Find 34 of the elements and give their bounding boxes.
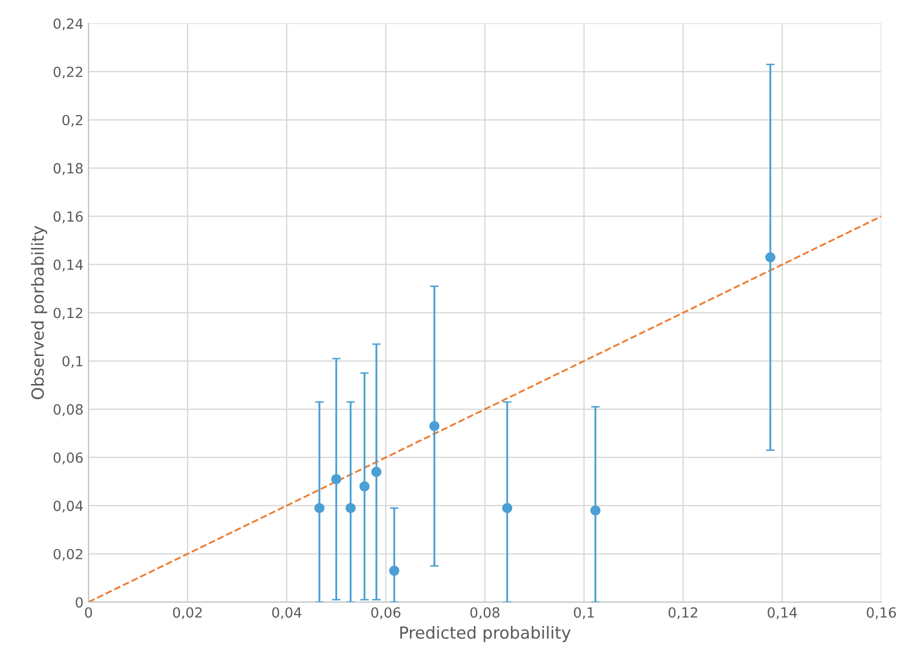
point	[429, 420, 440, 432]
x-tick-label: 0,04	[272, 607, 302, 620]
y-tick-label: 0	[76, 597, 83, 608]
x-axis-title: Predicted probability	[400, 626, 571, 642]
x-tick-label: 0,12	[668, 607, 698, 620]
point	[359, 481, 370, 492]
y-tick-label: 0,04	[54, 500, 83, 513]
point	[331, 474, 342, 484]
point	[371, 466, 382, 477]
point	[590, 505, 600, 516]
y-tick-label: 0,02	[54, 548, 82, 561]
y-tick-label: 0,06	[54, 452, 83, 464]
point	[346, 502, 356, 514]
point	[314, 502, 324, 514]
y-tick-label: 0,1	[62, 356, 82, 368]
y-tick-label: 0,22	[54, 66, 82, 79]
x-tick-label: 0,1	[574, 607, 594, 620]
x-tick-label: 0,16	[866, 607, 896, 620]
y-tick-label: 0,12	[54, 308, 82, 320]
point	[502, 502, 512, 514]
y-tick-label: 0,24	[54, 18, 83, 30]
y-tick-label: 0,08	[54, 404, 83, 416]
y-axis-title: Observed porbability	[31, 226, 48, 400]
y-tick-label: 0,2	[62, 114, 82, 127]
x-tick-label: 0	[84, 607, 92, 618]
x-tick-label: 0,02	[173, 607, 202, 620]
x-tick-label: 0,08	[470, 607, 500, 620]
y-tick-label: 0,18	[54, 163, 83, 175]
y-tick-label: 0,16	[54, 211, 83, 224]
x-tick-label: 0,06	[371, 607, 400, 620]
point	[389, 566, 400, 576]
x-tick-label: 0,14	[768, 607, 797, 620]
point	[765, 252, 776, 262]
y-tick-label: 0,14	[54, 260, 83, 272]
